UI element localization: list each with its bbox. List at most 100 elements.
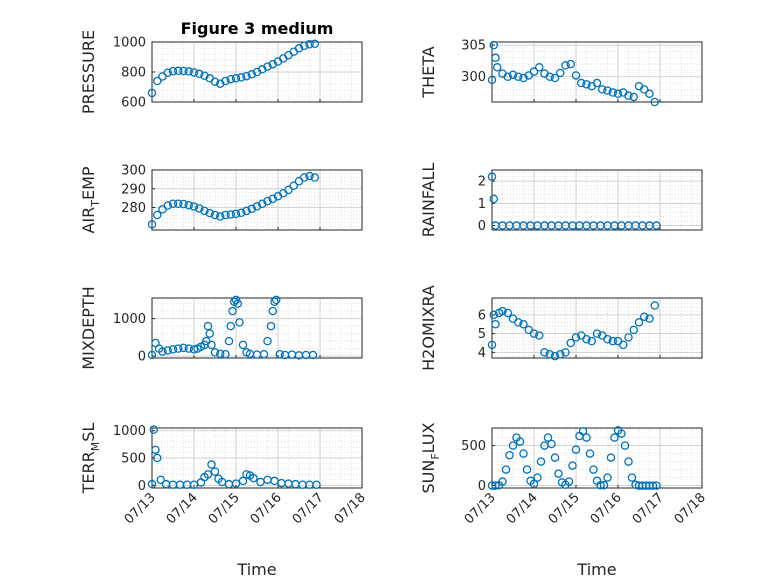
data-point	[582, 334, 591, 344]
x-tick-label: 07/17	[630, 490, 667, 527]
data-point	[645, 314, 654, 323]
data-point	[645, 89, 654, 99]
data-point	[203, 321, 213, 331]
data-point	[514, 72, 523, 81]
data-point	[184, 67, 193, 76]
data-point	[505, 450, 514, 460]
data-point	[536, 457, 546, 466]
y-tick-label: 305	[461, 39, 486, 54]
data-point	[554, 469, 563, 478]
subplot-air-temp: 280 290 300 AIRTEMP	[79, 164, 363, 234]
data-point	[168, 67, 178, 76]
data-point	[571, 333, 581, 342]
data-point	[599, 480, 609, 490]
data-point	[606, 453, 616, 462]
y-tick-label: 500	[121, 452, 146, 467]
data-point	[238, 476, 248, 486]
data-point	[522, 465, 532, 474]
data-point	[498, 306, 507, 316]
data-point	[263, 62, 272, 71]
data-point	[210, 77, 220, 87]
x-axis-label: Time	[236, 560, 276, 579]
data-point	[650, 301, 660, 310]
data-point	[603, 86, 612, 95]
data-point	[151, 445, 160, 455]
y-axis-label: RAINFALL	[419, 163, 438, 238]
axes-box	[151, 41, 363, 103]
y-tick-label: 0	[478, 219, 486, 234]
data-point	[221, 349, 230, 359]
data-point	[308, 350, 318, 360]
y-tick-label: 4	[478, 346, 486, 361]
data-point	[556, 68, 565, 78]
data-point	[275, 349, 284, 359]
data-point	[519, 319, 528, 329]
data-point	[205, 208, 214, 218]
x-tick-label: 07/15	[206, 490, 243, 527]
y-tick-label: 290	[121, 182, 146, 197]
data-point	[233, 299, 242, 308]
data-point	[629, 92, 639, 102]
data-point	[200, 206, 209, 216]
data-point	[624, 457, 633, 466]
data-point	[491, 481, 500, 490]
series-markers	[147, 39, 319, 98]
axes-box	[491, 41, 703, 103]
data-point	[617, 429, 626, 438]
data-point	[249, 473, 258, 483]
data-point	[550, 351, 560, 361]
data-point	[263, 336, 272, 346]
data-point	[592, 329, 602, 338]
data-point	[568, 461, 577, 470]
data-point	[305, 40, 314, 49]
data-point	[533, 473, 542, 482]
data-point	[624, 91, 633, 100]
data-point	[210, 467, 220, 476]
x-tick-label: 07/14	[164, 490, 201, 527]
x-tick-label: 07/17	[290, 490, 327, 527]
data-point	[163, 346, 172, 355]
data-point	[624, 333, 633, 342]
subplot-pressure: 600 800 1000 PRESSURE Figure 3 medium	[79, 19, 363, 114]
series-markers	[487, 426, 661, 490]
data-point	[561, 348, 570, 357]
data-point	[598, 85, 607, 94]
data-point	[284, 185, 293, 195]
data-point	[247, 204, 256, 214]
data-point	[147, 88, 157, 98]
data-point	[194, 69, 204, 79]
data-point	[634, 318, 644, 327]
data-point	[498, 477, 507, 486]
y-tick-label: 0	[478, 479, 486, 494]
data-point	[205, 329, 214, 338]
y-tick-label: 600	[121, 96, 146, 111]
y-axis-label: SUNFLUX	[419, 422, 442, 493]
data-point	[514, 318, 523, 327]
data-point	[529, 67, 539, 76]
data-point	[200, 71, 209, 81]
data-point	[652, 481, 661, 490]
data-point	[503, 72, 512, 81]
data-point	[299, 173, 309, 182]
data-point	[226, 321, 235, 331]
data-point	[515, 437, 525, 446]
data-point	[149, 425, 158, 434]
data-point	[310, 39, 319, 49]
data-point	[627, 473, 637, 482]
series-markers	[147, 295, 318, 360]
data-point	[152, 76, 162, 86]
data-point	[508, 441, 518, 450]
data-point	[289, 181, 298, 190]
data-point	[585, 449, 595, 458]
y-tick-label: 1000	[113, 424, 146, 439]
data-point	[179, 199, 188, 209]
y-tick-label: 2	[478, 175, 486, 190]
y-tick-label: 0	[138, 350, 146, 365]
axes-box	[491, 427, 703, 489]
data-point	[194, 204, 204, 213]
series-markers	[147, 171, 319, 229]
data-point	[650, 97, 660, 107]
data-point	[561, 61, 570, 70]
